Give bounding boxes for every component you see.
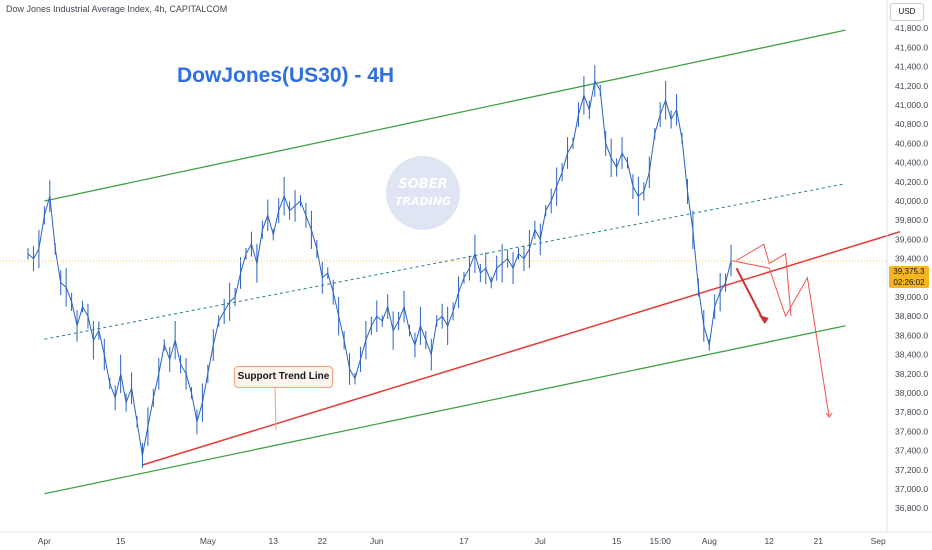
price-tick-label: 40,400.0: [895, 158, 928, 168]
current-price-value: 39,375.3: [893, 267, 925, 276]
price-tick-label: 37,800.0: [895, 407, 928, 417]
projection-arrowhead-end: [825, 412, 833, 418]
price-tick-label: 39,000.0: [895, 292, 928, 302]
price-tick-label: 37,000.0: [895, 484, 928, 494]
time-tick-label: 15: [116, 536, 126, 546]
bar-countdown: 02:26:02: [893, 278, 925, 287]
watermark-line1: SOBER: [398, 177, 447, 192]
time-tick-label: 21: [814, 536, 824, 546]
projection-paths[interactable]: [731, 243, 833, 418]
channel-lower-line: [44, 325, 846, 495]
time-tick-label: 15:00: [650, 536, 672, 546]
trend-lines[interactable]: [44, 29, 901, 495]
time-tick-label: 13: [269, 536, 279, 546]
support-trend-line: [142, 230, 901, 466]
time-tick-label: Apr: [38, 536, 51, 546]
price-tick-label: 39,800.0: [895, 215, 928, 225]
price-tick-label: 40,600.0: [895, 138, 928, 148]
price-tick-label: 38,600.0: [895, 330, 928, 340]
price-tick-label: 40,200.0: [895, 177, 928, 187]
time-tick-label: 22: [318, 536, 328, 546]
price-tick-label: 38,000.0: [895, 388, 928, 398]
time-tick-label: 17: [459, 536, 469, 546]
projection-path-zigzag: [736, 243, 792, 317]
projection-arrow-main: [735, 267, 765, 322]
price-tick-label: 39,600.0: [895, 234, 928, 244]
price-tick-label: 38,400.0: [895, 350, 928, 360]
channel-upper-line: [44, 29, 846, 202]
price-tick-label: 40,000.0: [895, 196, 928, 206]
price-tick-label: 41,400.0: [895, 62, 928, 72]
price-tick-label: 36,800.0: [895, 503, 928, 513]
current-price-tag: 39,375.3 02:26:02: [889, 266, 929, 288]
price-tick-label: 37,400.0: [895, 446, 928, 456]
time-tick-label: Sep: [871, 536, 886, 546]
price-tick-label: 41,200.0: [895, 81, 928, 91]
price-tick-label: 38,800.0: [895, 311, 928, 321]
price-line: [27, 79, 732, 456]
time-tick-label: Aug: [702, 536, 717, 546]
time-tick-label: Jul: [535, 536, 546, 546]
time-tick-label: 12: [764, 536, 774, 546]
price-tick-label: 40,800.0: [895, 119, 928, 129]
projection-arrowhead-main: [758, 315, 769, 324]
price-series[interactable]: [27, 65, 732, 468]
price-tick-label: 37,200.0: [895, 465, 928, 475]
callout-pointer: [274, 387, 277, 431]
time-tick-label: Jun: [370, 536, 384, 546]
support-trend-line-label: Support Trend Line: [234, 366, 333, 388]
price-tick-label: 41,000.0: [895, 100, 928, 110]
price-tick-label: 38,200.0: [895, 369, 928, 379]
watermark-logo: SOBER TRADING: [386, 156, 460, 230]
time-axis[interactable]: Apr 15 May 13 22 Jun 17 Jul 15 15:00 Aug 12 21 Sep: [0, 531, 932, 546]
currency-button[interactable]: USD: [890, 3, 924, 21]
time-tick-label: 15: [612, 536, 622, 546]
price-tick-label: 37,600.0: [895, 426, 928, 436]
chart-title: DowJones(US30) - 4H: [177, 64, 395, 87]
price-tick-label: 41,800.0: [895, 23, 928, 33]
channel-middle-dashed-line: [44, 183, 846, 340]
price-tick-label: 41,600.0: [895, 42, 928, 52]
watermark-line2: TRADING: [395, 195, 451, 208]
price-tick-label: 39,400.0: [895, 254, 928, 264]
projection-path-down: [731, 260, 830, 418]
time-tick-label: May: [200, 536, 217, 546]
symbol-header: Dow Jones Industrial Average Index, 4h, …: [6, 4, 228, 14]
